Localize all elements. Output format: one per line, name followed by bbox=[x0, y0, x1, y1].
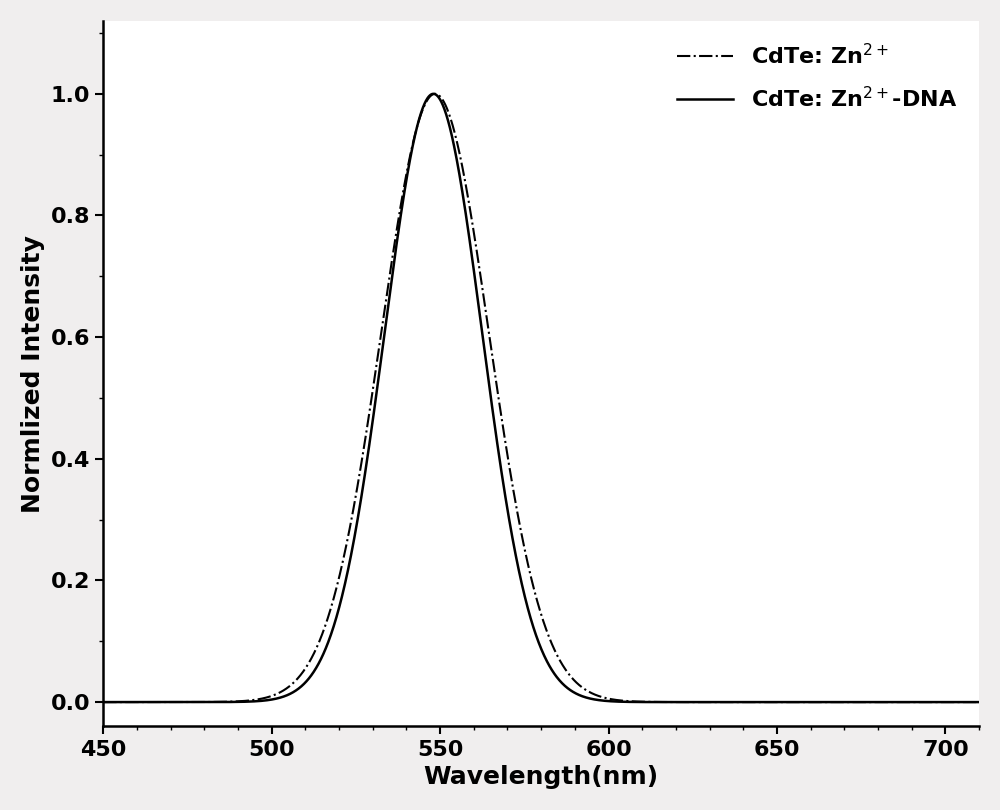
Line: CdTe: Zn$^{2+}$: CdTe: Zn$^{2+}$ bbox=[103, 94, 1000, 702]
CdTe: Zn$^{2+}$-DNA: (715, 1.87e-29): Zn$^{2+}$-DNA: (715, 1.87e-29) bbox=[989, 697, 1000, 707]
CdTe: Zn$^{2+}$: (565, 0.575): Zn$^{2+}$: (565, 0.575) bbox=[486, 347, 498, 357]
CdTe: Zn$^{2+}$: (686, 1.08e-16): Zn$^{2+}$: (686, 1.08e-16) bbox=[891, 697, 903, 707]
CdTe: Zn$^{2+}$: (554, 0.95): Zn$^{2+}$: (554, 0.95) bbox=[446, 119, 458, 129]
Legend: CdTe: Zn$^{2+}$, CdTe: Zn$^{2+}$-DNA: CdTe: Zn$^{2+}$, CdTe: Zn$^{2+}$-DNA bbox=[666, 32, 968, 122]
CdTe: Zn$^{2+}$-DNA: (548, 1): Zn$^{2+}$-DNA: (548, 1) bbox=[428, 89, 440, 99]
CdTe: Zn$^{2+}$-DNA: (497, 0.00197): Zn$^{2+}$-DNA: (497, 0.00197) bbox=[255, 696, 267, 706]
CdTe: Zn$^{2+}$-DNA: (565, 0.49): Zn$^{2+}$-DNA: (565, 0.49) bbox=[486, 399, 498, 409]
X-axis label: Wavelength(nm): Wavelength(nm) bbox=[424, 765, 659, 789]
CdTe: Zn$^{2+}$: (548, 1): Zn$^{2+}$: (548, 1) bbox=[429, 89, 441, 99]
CdTe: Zn$^{2+}$-DNA: (554, 0.928): Zn$^{2+}$-DNA: (554, 0.928) bbox=[446, 133, 458, 143]
CdTe: Zn$^{2+}$: (497, 0.00542): Zn$^{2+}$: (497, 0.00542) bbox=[255, 694, 267, 704]
CdTe: Zn$^{2+}$: (481, 0.000129): Zn$^{2+}$: (481, 0.000129) bbox=[201, 697, 213, 707]
Y-axis label: Normlized Intensity: Normlized Intensity bbox=[21, 235, 45, 513]
CdTe: Zn$^{2+}$-DNA: (686, 2.61e-20): Zn$^{2+}$-DNA: (686, 2.61e-20) bbox=[891, 697, 903, 707]
CdTe: Zn$^{2+}$-DNA: (450, 1.2e-10): Zn$^{2+}$-DNA: (450, 1.2e-10) bbox=[97, 697, 109, 707]
CdTe: Zn$^{2+}$: (715, 3.53e-24): Zn$^{2+}$: (715, 3.53e-24) bbox=[989, 697, 1000, 707]
CdTe: Zn$^{2+}$-DNA: (481, 2.16e-05): Zn$^{2+}$-DNA: (481, 2.16e-05) bbox=[201, 697, 213, 707]
CdTe: Zn$^{2+}$: (450, 5.89e-09): Zn$^{2+}$: (450, 5.89e-09) bbox=[97, 697, 109, 707]
Line: CdTe: Zn$^{2+}$-DNA: CdTe: Zn$^{2+}$-DNA bbox=[103, 94, 1000, 702]
